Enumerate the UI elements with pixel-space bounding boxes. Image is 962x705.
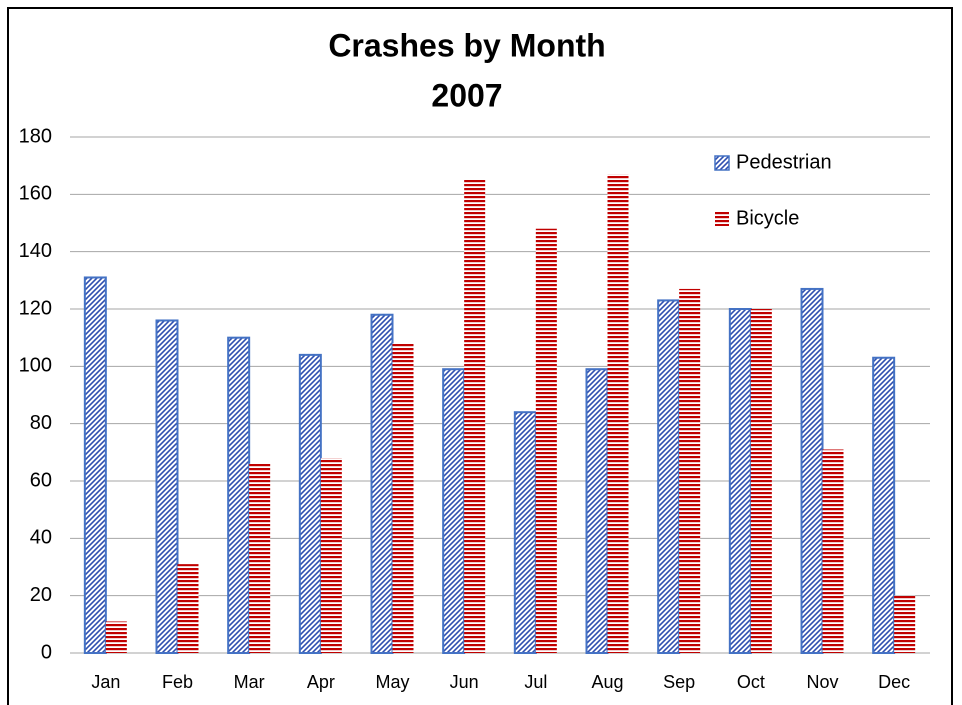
x-tick-label: Mar <box>234 672 265 692</box>
bar <box>728 308 752 654</box>
bar <box>320 458 342 653</box>
x-tick-label: May <box>375 672 409 692</box>
bar <box>464 180 486 653</box>
bar <box>370 313 394 654</box>
y-tick-label: 80 <box>30 412 52 434</box>
y-tick-label: 160 <box>19 183 52 205</box>
bar <box>750 309 772 653</box>
bar <box>392 343 414 653</box>
x-tick-label: Oct <box>737 672 765 692</box>
bar <box>585 368 609 654</box>
y-tick-label: 180 <box>19 125 52 147</box>
legend-swatch <box>714 155 730 171</box>
x-tick-label: Jan <box>91 672 120 692</box>
legend-label: Bicycle <box>736 207 799 229</box>
x-tick-label: Aug <box>591 672 623 692</box>
bar <box>513 411 537 655</box>
x-tick-label: Feb <box>162 672 193 692</box>
y-tick-label: 40 <box>30 527 52 549</box>
bar <box>822 449 844 653</box>
bar <box>535 228 557 653</box>
chart-title: Crashes by Month <box>328 27 605 63</box>
x-tick-label: Nov <box>806 672 838 692</box>
legend-swatch <box>715 212 729 226</box>
bar <box>800 287 824 654</box>
bar <box>872 356 896 654</box>
bar <box>83 276 107 654</box>
y-tick-label: 120 <box>19 297 52 319</box>
bar <box>657 299 681 654</box>
y-tick-label: 100 <box>19 355 52 377</box>
bar <box>105 621 127 653</box>
y-tick-label: 140 <box>19 240 52 262</box>
y-tick-label: 0 <box>41 641 52 663</box>
bar <box>894 595 916 653</box>
bar <box>442 368 466 654</box>
y-tick-label: 60 <box>30 469 52 491</box>
bar <box>227 336 251 654</box>
legend-label: Pedestrian <box>736 151 832 173</box>
chart-subtitle: 2007 <box>431 77 502 113</box>
bar <box>155 319 179 654</box>
bar <box>679 288 701 653</box>
x-tick-label: Jun <box>450 672 479 692</box>
x-tick-label: Dec <box>878 672 910 692</box>
x-tick-label: Sep <box>663 672 695 692</box>
bar <box>607 174 629 653</box>
bar <box>177 564 199 653</box>
bar <box>298 353 322 654</box>
y-tick-label: 20 <box>30 584 52 606</box>
x-tick-label: Jul <box>524 672 547 692</box>
bar <box>249 463 271 653</box>
x-tick-label: Apr <box>307 672 335 692</box>
